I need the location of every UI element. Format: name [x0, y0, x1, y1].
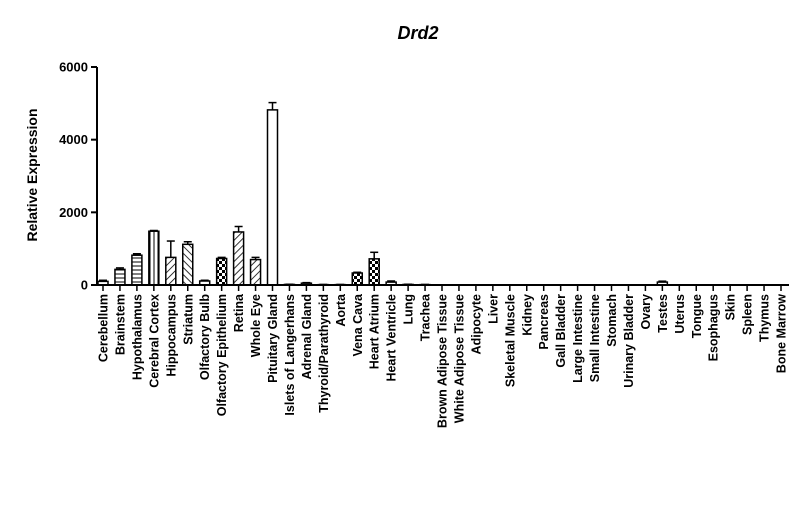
x-tick-label: Thymus	[758, 294, 772, 342]
y-tick-label: 2000	[59, 205, 88, 220]
x-tick-label: Skeletal Muscle	[503, 294, 517, 387]
x-tick-label: Ovary	[639, 294, 653, 329]
x-tick-label: Whole Eye	[249, 294, 263, 357]
x-tick-label: Brown Adipose Tissue	[436, 294, 450, 428]
x-tick-label: Tongue	[690, 294, 704, 338]
y-axis: 0 2000 4000 6000	[59, 60, 97, 293]
x-tick-label: Thyroid/Parathyroid	[317, 294, 331, 413]
x-tick-label: Adrenal Gland	[300, 294, 314, 379]
x-tick-label: Brainstem	[113, 294, 127, 355]
bar	[369, 259, 379, 285]
x-tick-label: Kidney	[520, 294, 534, 336]
bar	[217, 258, 227, 285]
x-tick-label: Uterus	[673, 294, 687, 334]
x-tick-label: Striatum	[181, 294, 195, 345]
x-tick-label: Lung	[402, 294, 416, 325]
bar	[183, 244, 193, 285]
x-tick-label: Large Intestine	[571, 294, 585, 383]
x-tick-label: Olfactory Bulb	[198, 294, 212, 380]
x-tick-label: Olfactory Epithelium	[215, 294, 229, 416]
bar	[132, 255, 142, 285]
bar	[115, 269, 125, 285]
x-tick-label: Testes	[656, 294, 670, 333]
x-tick-label: Skin	[724, 294, 738, 320]
x-tick-label: Hypothalamus	[130, 294, 144, 380]
chart-title: Drd2	[397, 23, 438, 43]
y-tick-label: 4000	[59, 132, 88, 147]
x-tick-label: Trachea	[419, 293, 433, 341]
x-tick-label: Heart Ventricle	[385, 294, 399, 382]
x-tick-label: Bone Marrow	[775, 294, 789, 373]
x-tick-label: Esophagus	[707, 294, 721, 361]
bars	[98, 103, 786, 285]
x-tick-label: Gall Bladder	[554, 294, 568, 368]
x-tick-label: Retina	[232, 293, 246, 332]
x-tick-label: Aorta	[334, 293, 348, 327]
bar	[166, 257, 176, 285]
bar	[251, 260, 261, 285]
bar	[149, 231, 159, 285]
x-tick-label: Vena Cava	[351, 293, 365, 357]
x-tick-label: Pancreas	[537, 294, 551, 350]
bar	[352, 273, 362, 285]
y-axis-label: Relative Expression	[24, 108, 40, 241]
x-tick-label: Cerebral Cortex	[147, 294, 161, 388]
x-tick-label: Liver	[486, 294, 500, 324]
x-tick-label: Pituitary Gland	[266, 294, 280, 383]
x-tick-label: White Adipose Tissue	[452, 294, 466, 423]
x-tick-label: Heart Atrium	[368, 294, 382, 369]
bar	[268, 110, 278, 285]
bar	[234, 232, 244, 285]
y-tick-label: 0	[81, 278, 88, 293]
x-tick-label: Stomach	[605, 294, 619, 347]
x-tick-label: Cerebellum	[97, 294, 111, 362]
y-tick-label: 6000	[59, 60, 88, 75]
x-tick-label: Urinary Bladder	[622, 294, 636, 388]
x-tick-label: Islets of Langerhans	[283, 294, 297, 416]
x-tick-label: Small Intestine	[588, 294, 602, 382]
x-tick-label: Hippocampus	[164, 294, 178, 377]
x-tick-label: Spleen	[741, 294, 755, 335]
x-tick-label: Adipocyte	[469, 294, 483, 354]
